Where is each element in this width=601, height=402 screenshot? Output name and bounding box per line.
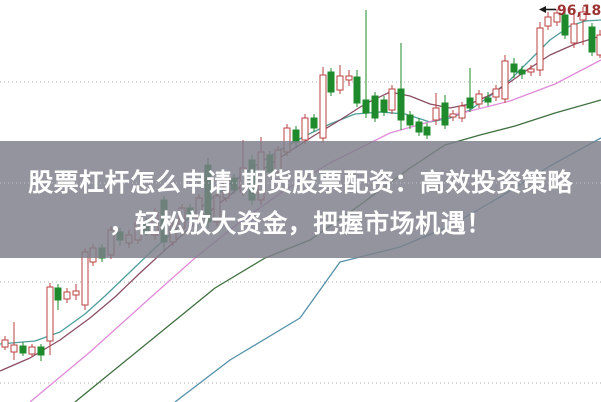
banner-band — [0, 141, 601, 258]
current-price-label: 96,18 — [557, 3, 601, 19]
price-label-group: 96,18 — [539, 3, 601, 19]
ma-short-teal — [0, 19, 601, 345]
